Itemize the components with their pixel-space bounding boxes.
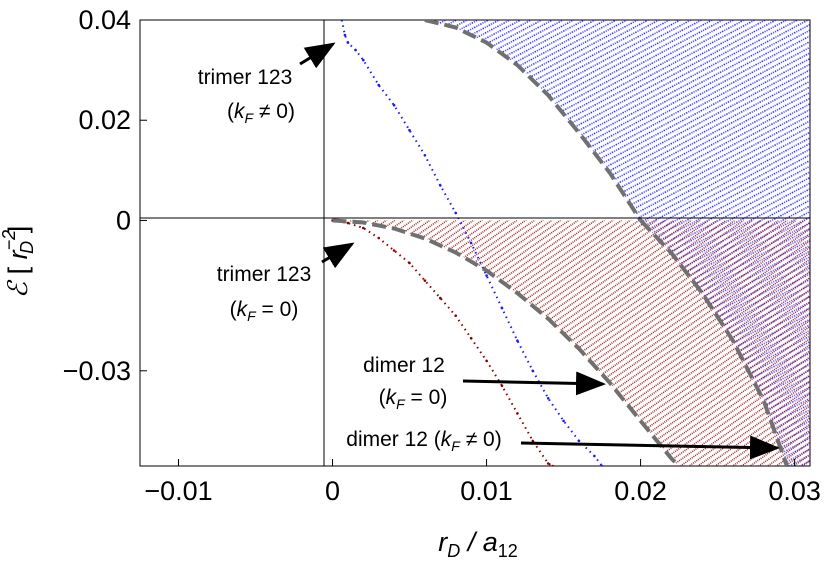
data-point <box>439 296 442 300</box>
x-tick-label: −0.01 <box>144 476 212 506</box>
y-tick-label: 0.02 <box>78 105 131 135</box>
annotation-sub: (kF ≠ 0) <box>227 100 295 126</box>
data-point <box>392 249 396 252</box>
threshold-line-3 <box>332 218 681 466</box>
ticks: −0.01 0 0.01 0.02 0.03 0.04 0.02 0 −0.03 <box>63 5 821 506</box>
data-point <box>392 103 396 107</box>
annotation-label: trimer 123 <box>198 66 293 89</box>
annotation-sub: (kF = 0) <box>230 298 299 324</box>
data-point <box>469 241 473 245</box>
red-continuum-region <box>332 220 810 466</box>
data-point <box>551 464 555 466</box>
data-point <box>469 336 473 340</box>
threshold-line-2 <box>424 20 643 222</box>
annotation-label: dimer 12 <box>363 354 445 377</box>
data-point <box>546 397 550 400</box>
data-point <box>454 314 458 318</box>
data-point <box>546 462 550 465</box>
data-point <box>577 439 581 443</box>
data-point <box>377 83 381 87</box>
data-point <box>500 384 504 388</box>
data-point <box>362 226 365 230</box>
data-point <box>485 359 488 363</box>
annotation-trimer-kf-nonzero: trimer 123 (kF ≠ 0) <box>198 42 336 126</box>
arrow-dimer-kf-nonzero <box>520 435 780 460</box>
data-point <box>423 154 427 157</box>
data-point <box>340 20 344 22</box>
annotation-dimer-kf-nonzero: dimer 12 (kF ≠ 0) <box>346 428 780 460</box>
annotation-dimer-kf-zero: dimer 12 (kF = 0) <box>363 354 606 412</box>
data-point <box>454 211 458 215</box>
data-point <box>423 279 427 282</box>
y-tick-label: 0.04 <box>78 5 131 35</box>
arrow-dimer-kf-zero <box>462 371 606 396</box>
data-point <box>377 236 381 240</box>
y-tick-label: 0 <box>116 205 131 235</box>
series-0 <box>340 20 604 466</box>
y-axis-label: ℰ [ r−2D ] <box>0 226 37 298</box>
series-3 <box>332 218 681 466</box>
data-point <box>362 58 365 62</box>
data-point <box>408 128 411 132</box>
annotation-trimer-kf-zero: trimer 123 (kF = 0) <box>217 242 355 324</box>
x-tick-label: 0.01 <box>460 476 513 506</box>
data-point <box>516 412 519 415</box>
data-point <box>516 339 519 343</box>
data-point <box>346 41 350 44</box>
annotation-label: dimer 12 (kF ≠ 0) <box>346 428 501 454</box>
series-layer <box>331 20 789 466</box>
data-point <box>485 274 488 277</box>
data-point <box>439 184 442 187</box>
arrow-trimer-kf-nonzero <box>299 42 336 69</box>
x-axis-label: rD / a12 <box>438 527 518 561</box>
series-4 <box>639 219 789 466</box>
x-tick-label: 0.02 <box>614 476 667 506</box>
data-point <box>343 33 347 37</box>
continuum-regions <box>332 20 810 466</box>
y-tick-label: −0.03 <box>63 356 131 386</box>
svg-text:ℰ [ r−2D ]: ℰ [ r−2D ] <box>0 226 37 298</box>
data-point <box>531 439 535 443</box>
data-point <box>408 261 411 265</box>
series-2 <box>424 20 643 222</box>
x-tick-label: 0.03 <box>768 476 821 506</box>
data-point <box>354 48 357 52</box>
data-point <box>600 464 604 466</box>
data-point <box>593 454 596 458</box>
x-tick-label: 0 <box>325 476 340 506</box>
data-point <box>562 419 565 423</box>
data-point <box>500 306 504 310</box>
blue-continuum-region <box>424 20 810 221</box>
data-point <box>531 369 535 373</box>
arrow-trimer-kf-zero <box>321 242 355 269</box>
annotation-label: trimer 123 <box>217 263 312 286</box>
data-point <box>346 221 350 225</box>
annotation-sub: (kF = 0) <box>379 386 448 412</box>
threshold-line-4 <box>639 219 789 466</box>
